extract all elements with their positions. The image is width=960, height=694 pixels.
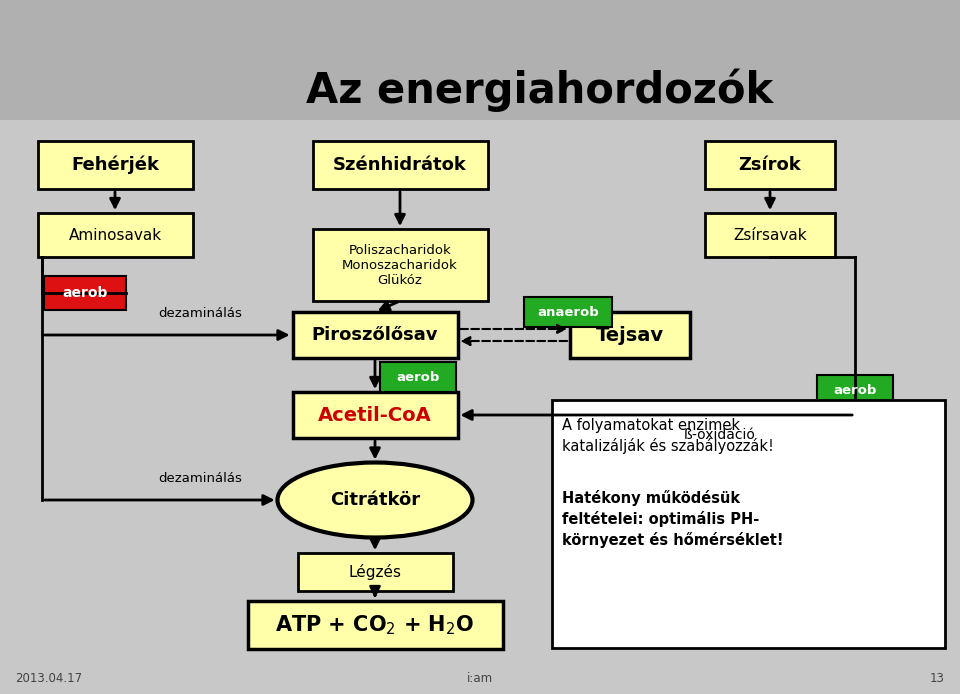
Text: Légzés: Légzés: [348, 564, 401, 580]
Text: Tejsav: Tejsav: [596, 325, 664, 344]
Text: aerob: aerob: [833, 384, 876, 396]
Text: ATP + CO$_2$ + H$_2$O: ATP + CO$_2$ + H$_2$O: [276, 613, 474, 637]
Text: ß-oxidáció: ß-oxidáció: [684, 428, 756, 442]
FancyBboxPatch shape: [705, 141, 835, 189]
Text: Szénhidrátok: Szénhidrátok: [333, 156, 467, 174]
Text: Aminosavak: Aminosavak: [68, 228, 161, 242]
FancyBboxPatch shape: [37, 213, 193, 257]
Text: A folyamatokat enzimek
katalizálják és szabályozzák!: A folyamatokat enzimek katalizálják és s…: [562, 418, 774, 454]
Text: 13: 13: [930, 672, 945, 684]
Text: Hatékony működésük
feltételei: optimális PH-
környezet és hőmérséklet!: Hatékony működésük feltételei: optimális…: [562, 490, 783, 548]
Text: dezaminálás: dezaminálás: [158, 471, 242, 484]
FancyBboxPatch shape: [313, 229, 488, 301]
FancyBboxPatch shape: [293, 392, 458, 438]
Text: aerob: aerob: [396, 371, 440, 384]
FancyBboxPatch shape: [313, 141, 488, 189]
FancyBboxPatch shape: [817, 375, 893, 405]
Text: i:am: i:am: [467, 672, 493, 684]
FancyBboxPatch shape: [37, 141, 193, 189]
Text: anaerob: anaerob: [538, 305, 599, 319]
Bar: [0, 120, 960, 694]
FancyBboxPatch shape: [44, 276, 126, 310]
Text: Poliszacharidok
Monoszacharidok
Glükóz: Poliszacharidok Monoszacharidok Glükóz: [342, 244, 458, 287]
Text: Citrátkör: Citrátkör: [330, 491, 420, 509]
Text: aerob: aerob: [62, 286, 108, 300]
FancyBboxPatch shape: [705, 213, 835, 257]
Text: Zsírok: Zsírok: [738, 156, 802, 174]
FancyBboxPatch shape: [524, 297, 612, 327]
Text: Piroszőlősav: Piroszőlősav: [312, 326, 439, 344]
Text: Az energiahordozók: Az energiahordozók: [306, 68, 774, 112]
Ellipse shape: [277, 462, 472, 537]
Text: dezaminálás: dezaminálás: [158, 307, 242, 319]
FancyBboxPatch shape: [293, 312, 458, 358]
Bar: [552, 400, 945, 648]
Text: 2013.04.17: 2013.04.17: [15, 672, 83, 684]
Text: Zsírsavak: Zsírsavak: [733, 228, 806, 242]
FancyBboxPatch shape: [298, 553, 452, 591]
FancyBboxPatch shape: [248, 601, 502, 649]
FancyBboxPatch shape: [380, 362, 456, 392]
Text: Acetil-CoA: Acetil-CoA: [318, 405, 432, 425]
Text: Fehérjék: Fehérjék: [71, 155, 159, 174]
Bar: [0, 0, 960, 120]
FancyBboxPatch shape: [570, 312, 690, 358]
